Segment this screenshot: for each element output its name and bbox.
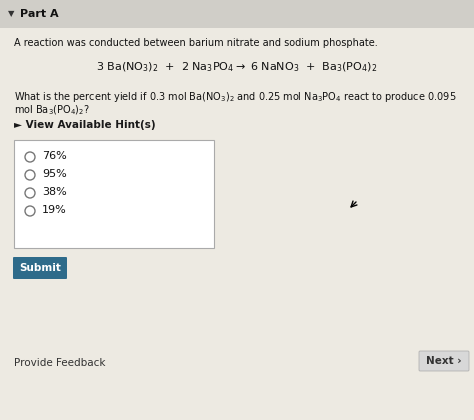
FancyBboxPatch shape xyxy=(14,140,214,248)
Circle shape xyxy=(25,188,35,198)
Text: Next ›: Next › xyxy=(426,356,462,366)
Text: 19%: 19% xyxy=(42,205,67,215)
FancyBboxPatch shape xyxy=(0,0,474,28)
Circle shape xyxy=(25,206,35,216)
FancyBboxPatch shape xyxy=(419,351,469,371)
Text: Part A: Part A xyxy=(20,9,59,19)
Text: What is the percent yield if 0.3 mol Ba(NO$_3$)$_2$ and 0.25 mol Na$_3$PO$_4$ re: What is the percent yield if 0.3 mol Ba(… xyxy=(14,90,456,104)
Circle shape xyxy=(25,170,35,180)
Circle shape xyxy=(25,152,35,162)
Text: ► View Available Hint(s): ► View Available Hint(s) xyxy=(14,120,155,130)
Text: ▼: ▼ xyxy=(8,10,15,18)
Text: 3 Ba(NO$_3$)$_2$  +  2 Na$_3$PO$_4$$\rightarrow$ 6 NaNO$_3$  +  Ba$_3$(PO$_4$)$_: 3 Ba(NO$_3$)$_2$ + 2 Na$_3$PO$_4$$\right… xyxy=(96,60,378,74)
Text: Submit: Submit xyxy=(19,263,61,273)
Text: 76%: 76% xyxy=(42,151,67,161)
Text: 95%: 95% xyxy=(42,169,67,179)
Text: mol Ba$_3$(PO$_4$)$_2$?: mol Ba$_3$(PO$_4$)$_2$? xyxy=(14,103,90,117)
Text: Provide Feedback: Provide Feedback xyxy=(14,358,106,368)
Text: A reaction was conducted between barium nitrate and sodium phosphate.: A reaction was conducted between barium … xyxy=(14,38,378,48)
Text: 38%: 38% xyxy=(42,187,67,197)
FancyBboxPatch shape xyxy=(13,257,67,279)
